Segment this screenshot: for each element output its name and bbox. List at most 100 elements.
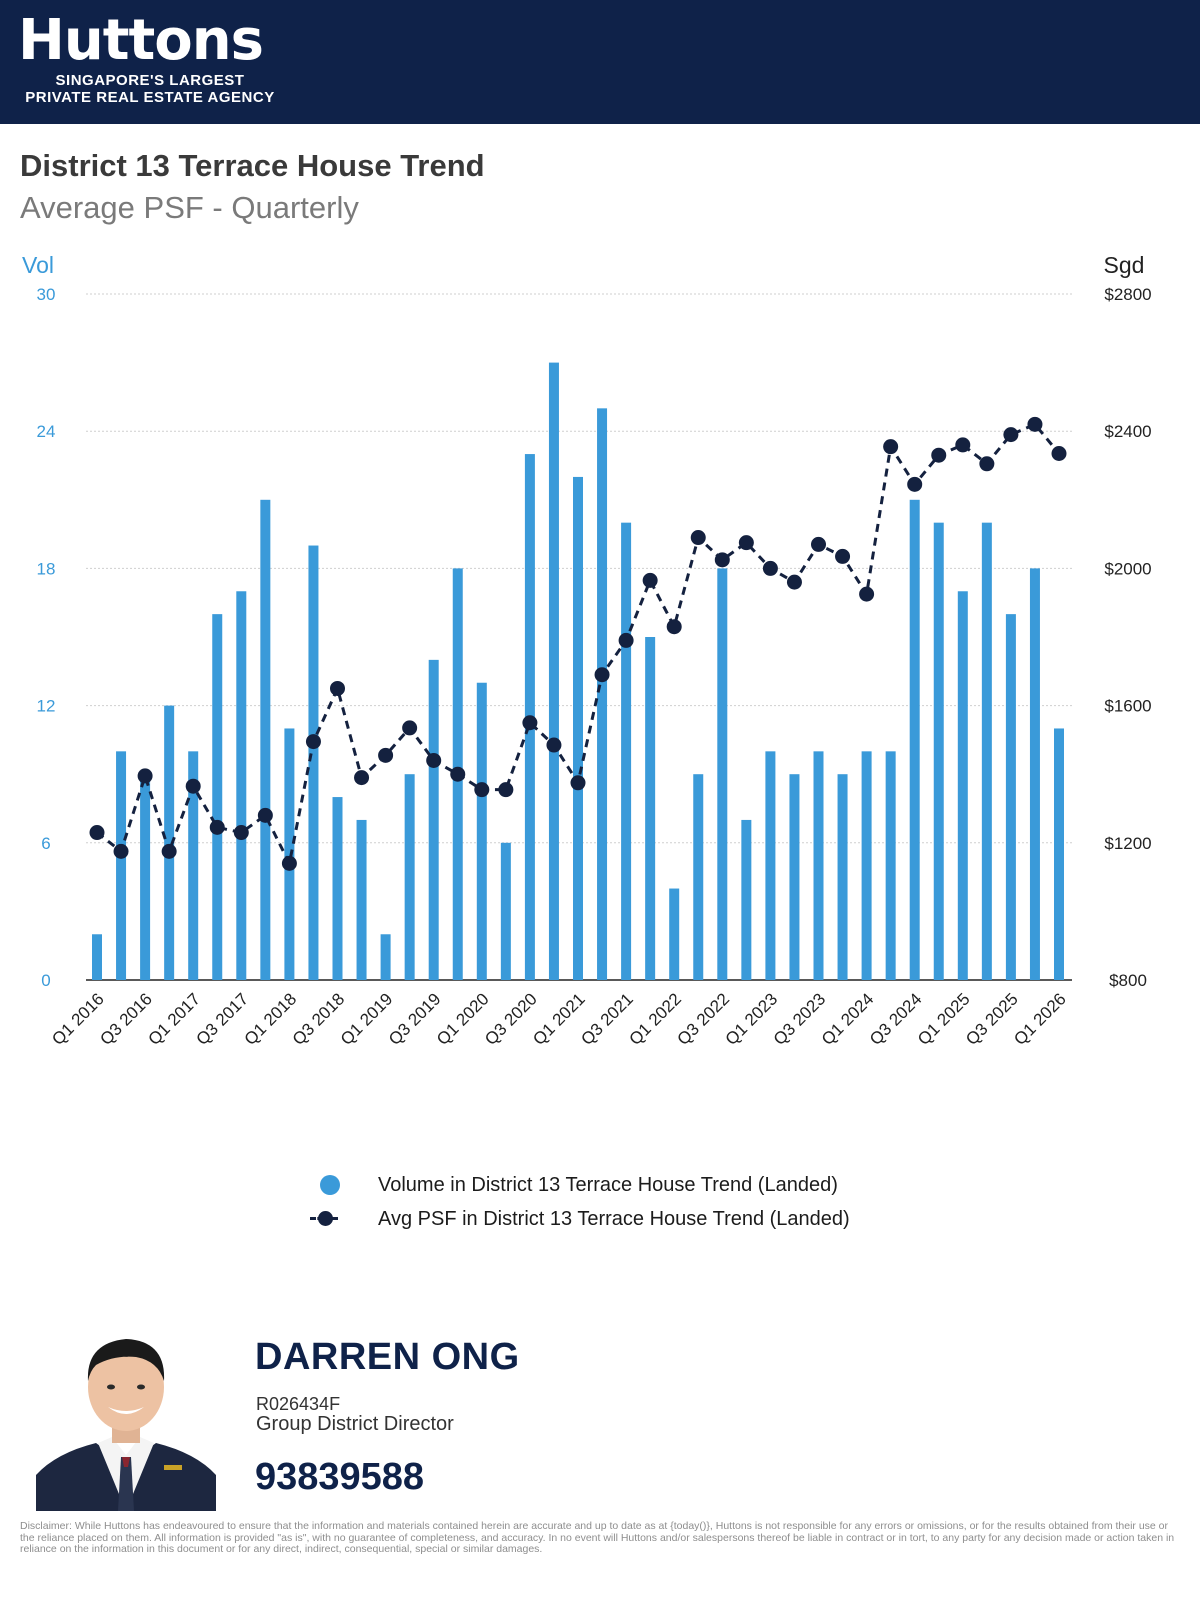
right-tick-label: $2400 [1104, 422, 1151, 441]
x-tick-label: Q1 2026 [1010, 989, 1070, 1049]
x-tick-label: Q3 2017 [193, 989, 253, 1049]
volume-bar [669, 888, 680, 980]
legend-item-volume[interactable]: Volume in District 13 Terrace House Tren… [310, 1168, 850, 1202]
agent-photo [36, 1325, 216, 1511]
psf-point [450, 766, 466, 782]
volume-bar [404, 774, 415, 980]
volume-bar [356, 819, 367, 980]
brand-tagline-1: SINGAPORE'S LARGEST [55, 72, 245, 89]
psf-point [305, 734, 321, 750]
volume-bar [717, 568, 728, 980]
chart-title: District 13 Terrace House Trend [20, 148, 485, 183]
x-tick-label: Q1 2021 [529, 989, 589, 1049]
volume-bar [597, 408, 608, 980]
psf-point [859, 586, 875, 602]
x-tick-label: Q1 2017 [144, 989, 204, 1049]
agent-phone[interactable]: 93839588 [255, 1456, 425, 1498]
psf-point [1003, 427, 1019, 443]
right-tick-label: $800 [1109, 971, 1147, 990]
brand-tagline-2: PRIVATE REAL ESTATE AGENCY [25, 89, 275, 106]
left-tick-label: 24 [37, 422, 56, 441]
volume-bar [837, 774, 848, 980]
volume-bar [140, 774, 151, 980]
psf-point [209, 819, 225, 835]
x-tick-label: Q1 2018 [241, 989, 301, 1049]
psf-point [666, 619, 682, 635]
psf-point [113, 843, 129, 859]
x-tick-label: Q1 2019 [337, 989, 397, 1049]
legend-item-psf[interactable]: Avg PSF in District 13 Terrace House Tre… [310, 1202, 850, 1236]
psf-point [426, 752, 442, 768]
chart-subtitle: Average PSF - Quarterly [20, 190, 359, 225]
agent-name: DARREN ONG [255, 1336, 520, 1378]
psf-point [137, 768, 153, 784]
volume-bar [188, 751, 199, 980]
left-axis: 0 6 12 18 24 30 Vol [22, 252, 55, 990]
x-tick-label: Q3 2021 [577, 989, 637, 1049]
volume-bar [260, 499, 271, 980]
x-tick-label: Q3 2016 [96, 989, 156, 1049]
psf-point [786, 574, 802, 590]
psf-point [546, 737, 562, 753]
psf-point [185, 778, 201, 794]
header-banner: Huttons SINGAPORE'S LARGEST PRIVATE REAL… [0, 0, 1200, 124]
volume-bar [212, 614, 223, 980]
x-tick-label: Q3 2024 [866, 989, 926, 1049]
psf-point [714, 552, 730, 568]
psf-point [738, 535, 754, 551]
x-tick-label: Q3 2018 [289, 989, 349, 1049]
volume-bar [861, 751, 872, 980]
x-tick-label: Q1 2016 [48, 989, 108, 1049]
psf-point [498, 782, 514, 798]
agent-registration: R026434F [256, 1394, 341, 1414]
right-tick-label: $1600 [1104, 697, 1151, 716]
psf-point [907, 476, 923, 492]
x-tick-label: Q1 2023 [722, 989, 782, 1049]
psf-point [835, 548, 851, 564]
volume-bar [765, 751, 776, 980]
legend-label-psf: Avg PSF in District 13 Terrace House Tre… [378, 1208, 850, 1230]
x-tick-label: Q3 2022 [674, 989, 734, 1049]
psf-point [474, 782, 490, 798]
psf-point [281, 855, 297, 871]
disclaimer-text: Disclaimer: While Huttons has endeavoure… [20, 1520, 1175, 1555]
right-tick-label: $1200 [1104, 834, 1151, 853]
right-axis: $800 $1200 $1600 $2000 $2400 $2800 Sgd [1104, 252, 1152, 990]
volume-bar [1054, 728, 1064, 980]
volume-bar [741, 819, 752, 980]
psf-point [89, 825, 105, 841]
x-tick-label: Q3 2023 [770, 989, 830, 1049]
volume-bar [981, 522, 992, 980]
x-tick-label: Q1 2025 [914, 989, 974, 1049]
legend-line-marker-icon [318, 1211, 333, 1226]
volume-bar [428, 659, 439, 980]
left-tick-label: 30 [37, 285, 56, 304]
psf-point [690, 530, 706, 546]
x-tick-label: Q3 2019 [385, 989, 445, 1049]
volume-bar [116, 751, 127, 980]
psf-point [570, 775, 586, 791]
volume-bar [813, 751, 824, 980]
volume-bar [789, 774, 800, 980]
psf-point [1027, 416, 1043, 432]
volume-bar [693, 774, 704, 980]
psf-point [522, 715, 538, 731]
volume-bar [909, 499, 920, 980]
volume-bars [92, 362, 1064, 981]
right-axis-title: Sgd [1104, 252, 1145, 278]
psf-point [762, 560, 778, 576]
volume-bar [548, 362, 559, 981]
psf-point [330, 680, 345, 696]
brand-logo: Huttons [18, 8, 264, 73]
combo-chart: 0 6 12 18 24 30 Vol $800 $1200 $1600 $2000 $2400 $2… [22, 252, 1152, 1049]
psf-point [979, 456, 995, 472]
volume-bar [621, 522, 632, 980]
volume-bar [573, 476, 583, 980]
psf-line [89, 416, 1067, 871]
psf-point [642, 572, 658, 588]
psf-point [594, 667, 610, 683]
psf-point [378, 747, 394, 763]
psf-point [811, 536, 826, 552]
agent-role: Group District Director [256, 1413, 454, 1435]
